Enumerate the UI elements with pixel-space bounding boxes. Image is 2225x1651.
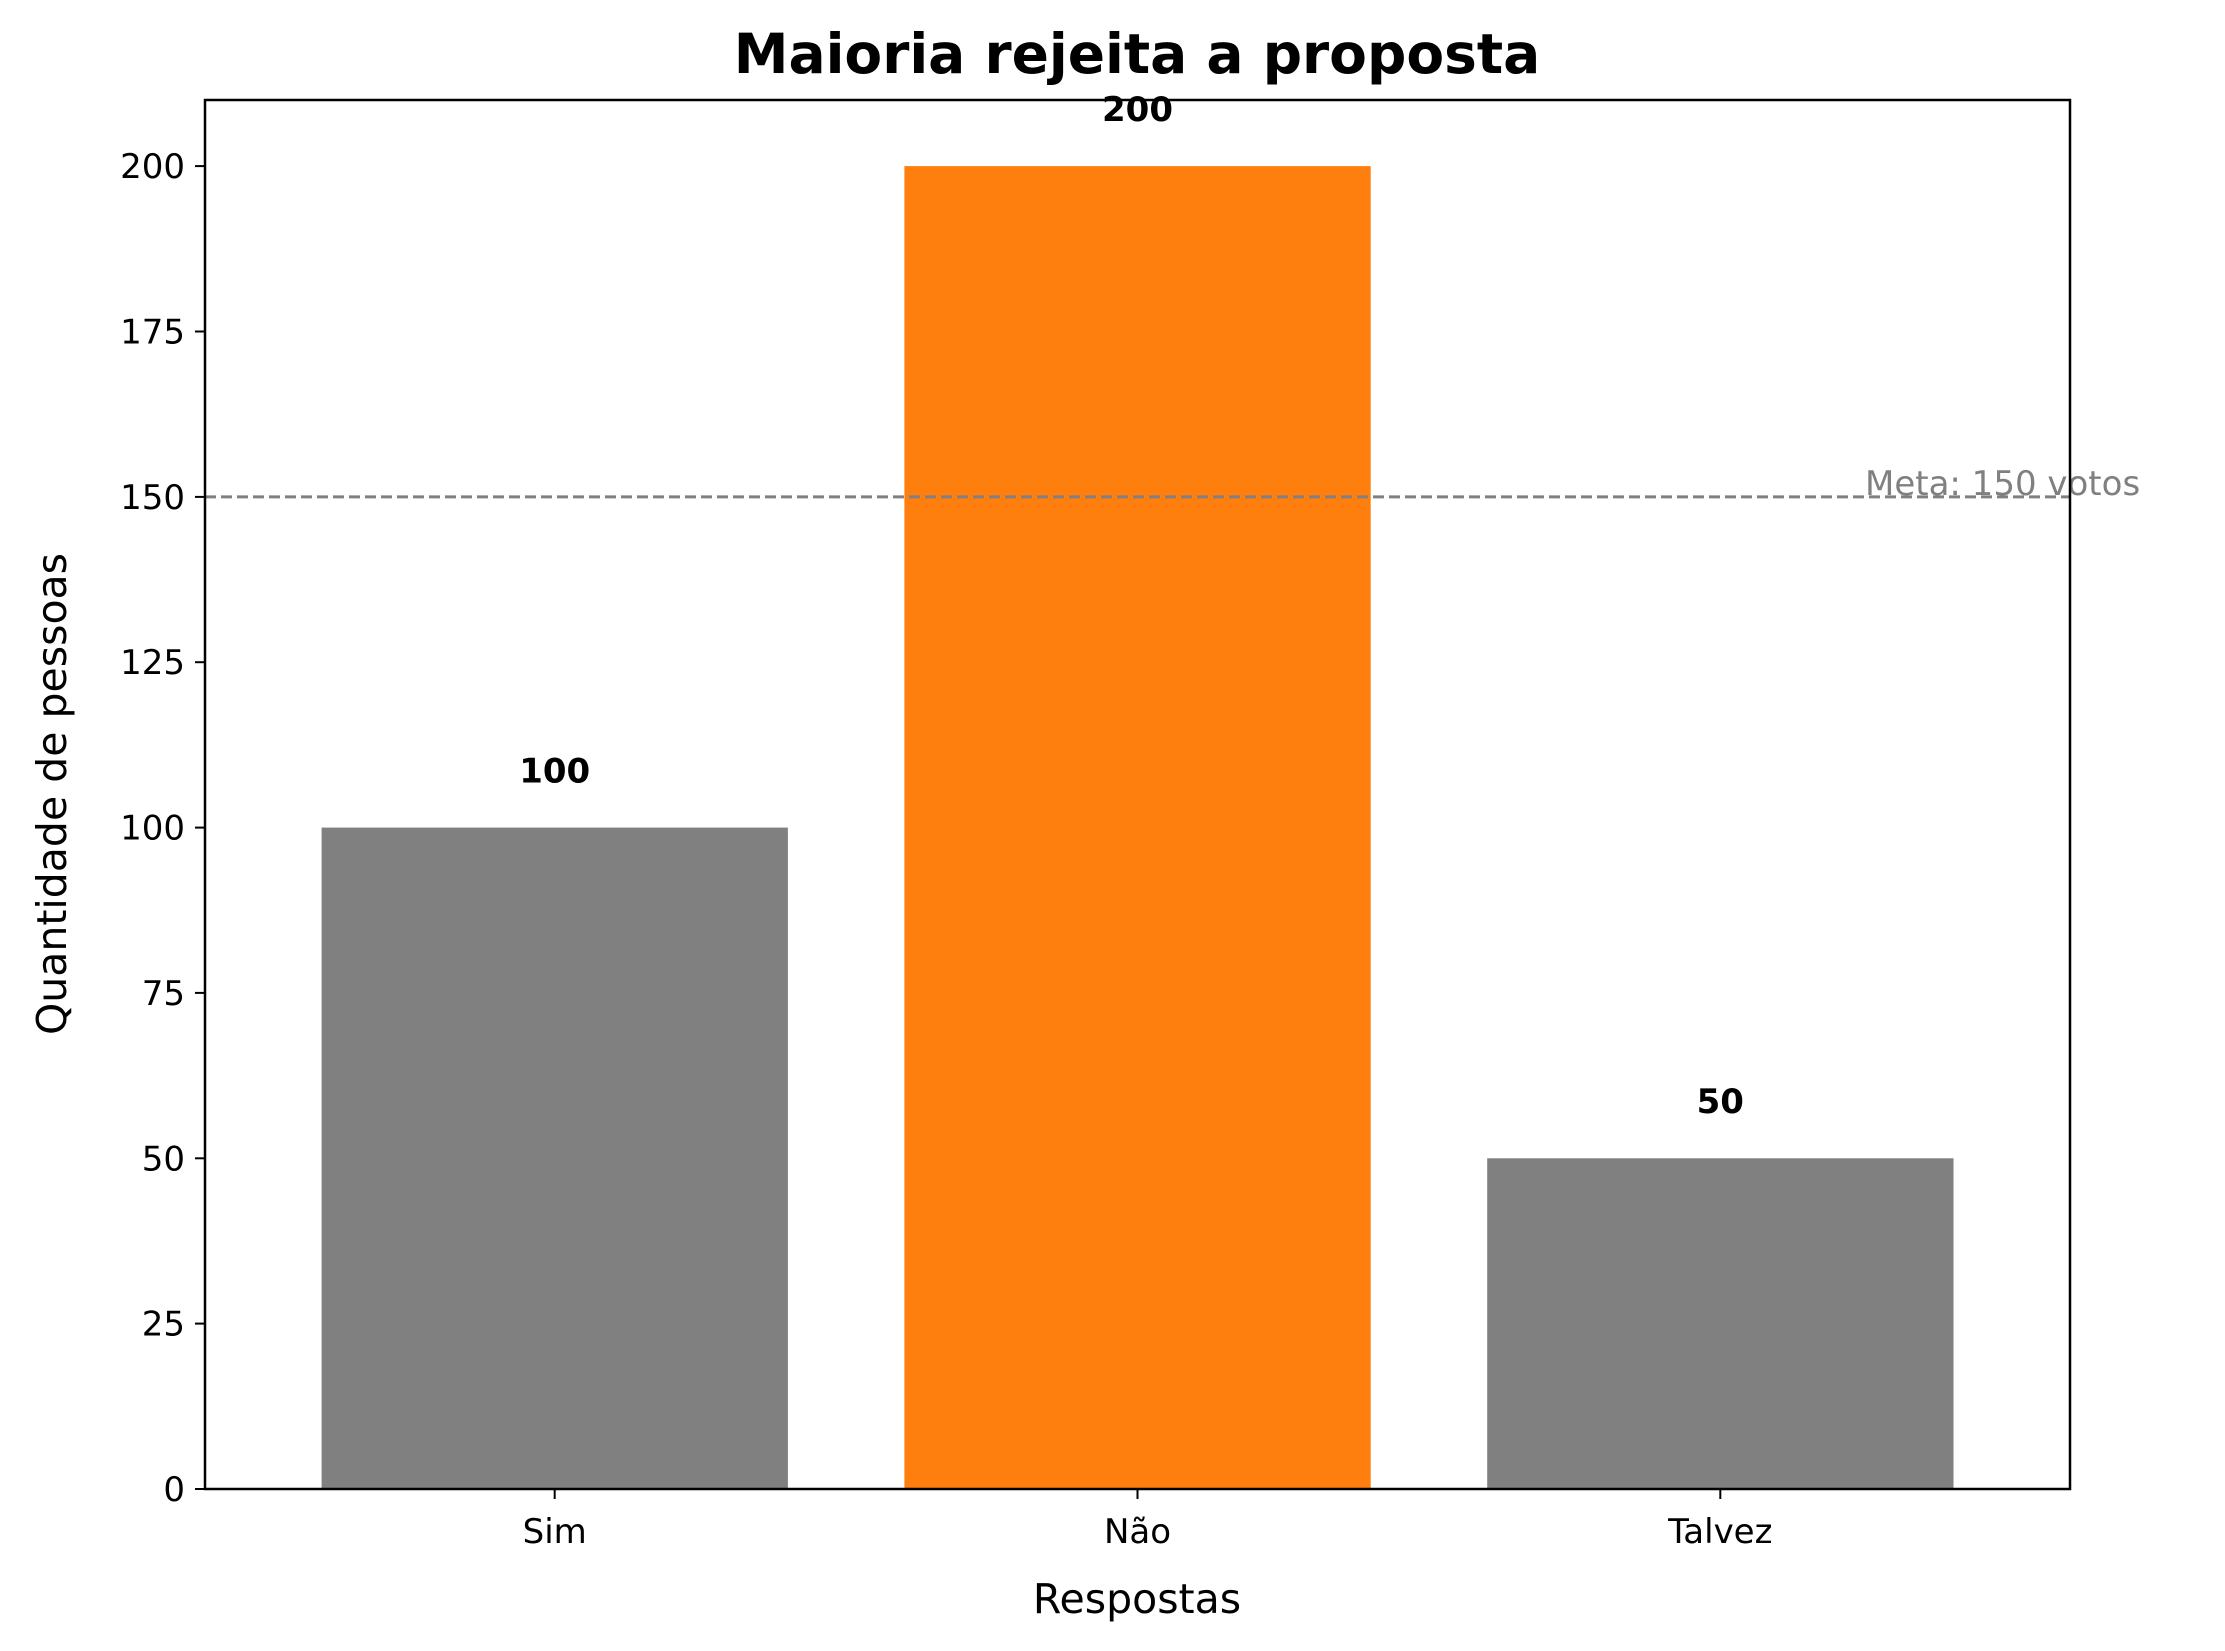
chart-title: Maioria rejeita a proposta <box>734 22 1541 86</box>
x-axis-label: Respostas <box>1033 1575 1241 1623</box>
bar-sim <box>321 827 788 1489</box>
x-tick-label: Sim <box>523 1512 587 1552</box>
y-tick-label: 50 <box>142 1139 185 1179</box>
target-reference-label: Meta: 150 votos <box>1865 464 2140 504</box>
y-tick-label: 150 <box>120 478 185 518</box>
x-tick-label: Talvez <box>1667 1512 1772 1552</box>
y-tick-label: 200 <box>120 147 185 187</box>
bar-value-label: 100 <box>519 752 590 792</box>
bar-talvez <box>1487 1158 1954 1489</box>
x-tick-label: Não <box>1104 1512 1171 1552</box>
y-tick-label: 0 <box>163 1470 185 1510</box>
bar-value-label: 200 <box>1102 90 1173 130</box>
y-axis-label: Quantidade de pessoas <box>28 553 76 1035</box>
y-tick-label: 75 <box>142 974 185 1014</box>
y-tick-label: 100 <box>120 809 185 849</box>
bar-nao <box>904 166 1371 1490</box>
y-tick-label: 175 <box>120 313 185 353</box>
y-tick-label: 125 <box>120 643 185 683</box>
bar-value-label: 50 <box>1697 1082 1744 1122</box>
y-tick-label: 25 <box>142 1305 185 1345</box>
